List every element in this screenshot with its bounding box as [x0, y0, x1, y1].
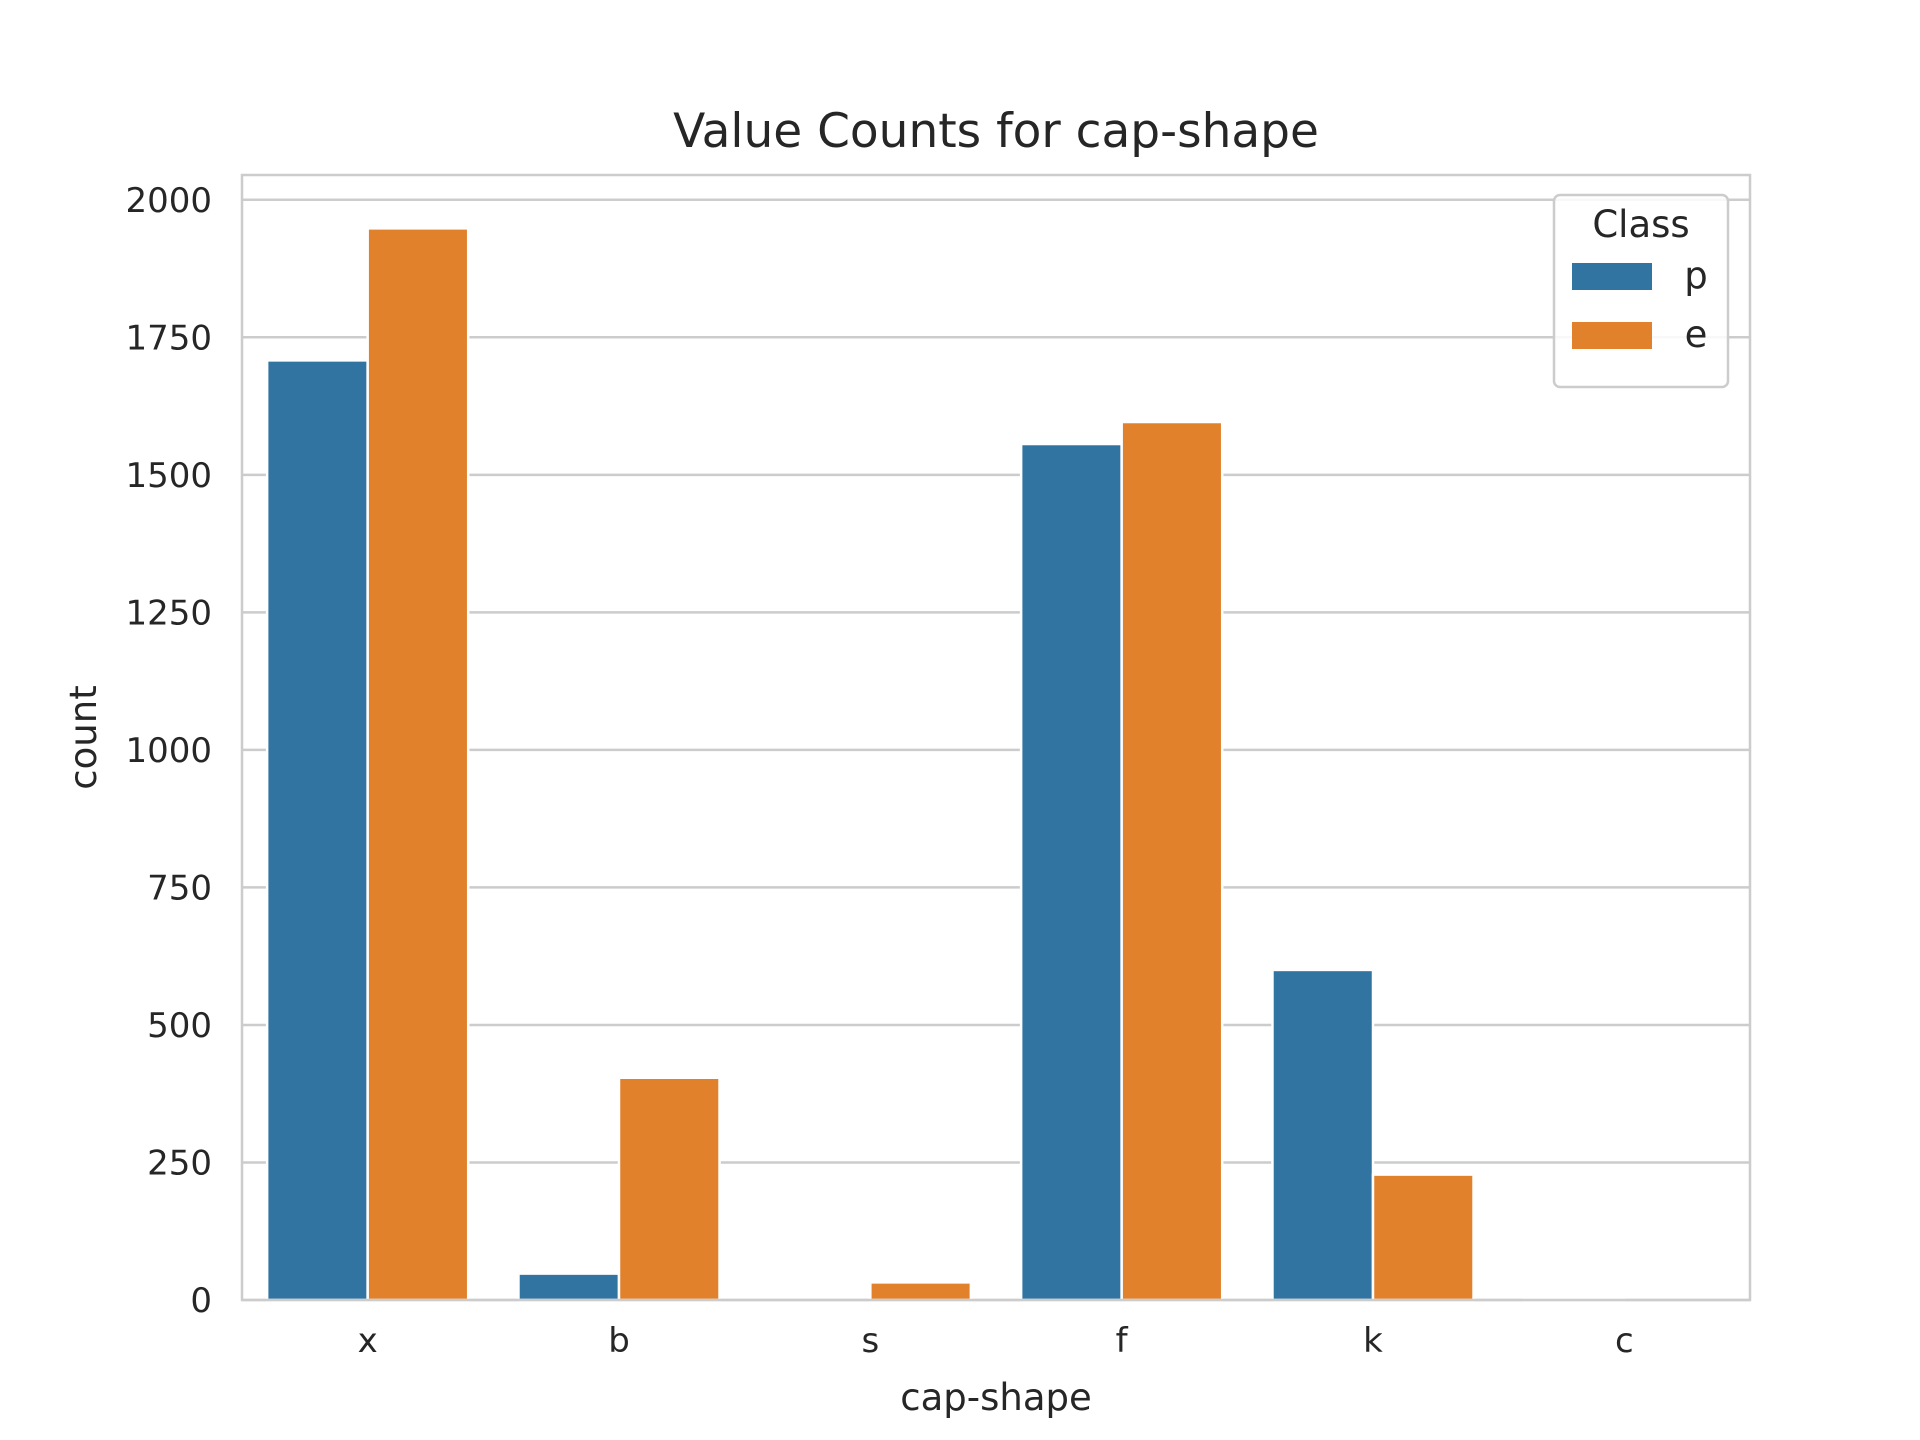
bar-x-p	[265, 359, 369, 1302]
y-tick-label: 1000	[125, 731, 212, 771]
x-tick-label: f	[1116, 1321, 1129, 1361]
bars	[265, 227, 1626, 1302]
bar-b-e	[617, 1076, 721, 1302]
x-tick-label: c	[1615, 1321, 1634, 1361]
x-tick-label: b	[608, 1321, 630, 1361]
legend: Class pe	[1552, 193, 1730, 389]
legend-swatch-e	[1572, 322, 1652, 349]
y-axis-ticks: 0 250 500 750 1000 1250 1500 1750 2000	[125, 181, 212, 1321]
legend-label-e: e	[1685, 313, 1708, 356]
bar-s-e	[869, 1281, 973, 1302]
bar-k-e	[1371, 1173, 1475, 1302]
legend-label-p: p	[1684, 254, 1708, 297]
bar-k-p	[1271, 968, 1375, 1302]
x-tick-label: x	[358, 1321, 378, 1361]
y-tick-label: 2000	[125, 181, 212, 221]
bar-x-e	[366, 227, 470, 1302]
plot-frame	[240, 173, 1752, 1302]
y-tick-label: 750	[147, 868, 212, 908]
x-tick-label: k	[1363, 1321, 1383, 1361]
x-axis-label: cap-shape	[900, 1376, 1092, 1419]
bar-f-e	[1120, 420, 1224, 1302]
chart-title: Value Counts for cap-shape	[673, 104, 1319, 159]
y-axis-label: count	[62, 685, 105, 789]
y-tick-label: 1250	[125, 593, 212, 633]
legend-entries: pe	[1572, 254, 1708, 356]
x-tick-label: s	[861, 1321, 879, 1361]
y-tick-label: 1750	[125, 318, 212, 358]
y-tick-label: 0	[190, 1281, 212, 1321]
legend-swatch-p	[1572, 263, 1652, 290]
bar-b-p	[517, 1272, 621, 1302]
bar-f-p	[1019, 442, 1123, 1302]
y-tick-label: 1500	[125, 456, 212, 496]
y-tick-label: 500	[147, 1006, 212, 1046]
gridlines	[242, 198, 1750, 1302]
y-tick-label: 250	[147, 1143, 212, 1183]
legend-title: Class	[1592, 203, 1689, 246]
